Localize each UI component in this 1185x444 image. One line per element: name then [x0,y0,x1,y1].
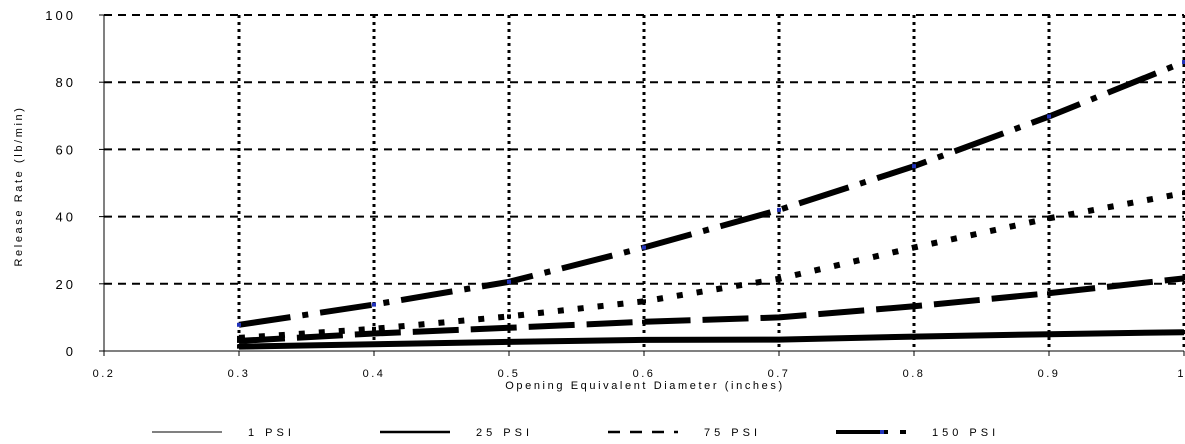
data-point [507,325,511,330]
x-tick-label: 0.7 [768,368,791,380]
data-point [912,245,916,250]
tick-labels: 0 20 40 60 80 100 0.2 0.3 0.4 0.5 0.6 0.7 0.8 0.9 1 [45,8,1185,380]
y-tick-label: 80 [56,75,76,90]
data-point [1182,60,1185,65]
data-point [912,334,916,339]
y-axis-title: Release Rate (lb/min) [13,106,25,267]
x-tick-label: 0.2 [93,368,116,380]
data-point [777,276,781,281]
data-point [372,342,376,347]
data-point [1047,332,1051,337]
y-tick-label: 40 [56,210,76,225]
axes [99,14,1185,356]
y-tick-label: 20 [56,277,76,292]
x-tick-label: 0.9 [1038,368,1061,380]
data-point [1182,330,1185,335]
data-point [642,245,646,250]
data-point [1047,216,1051,221]
data-point [507,314,511,319]
series-line-75-psi [238,190,1185,341]
data-point [1047,114,1051,119]
data-point [237,344,241,349]
data-point [372,331,376,336]
data-point [372,302,376,307]
legend-label: 25 PSI [476,427,533,439]
legend-label: 1 PSI [248,427,295,439]
x-tick-label: 0.3 [228,368,251,380]
x-tick-label: 0.6 [633,368,656,380]
series-lines [237,59,1185,350]
legend: 1 PSI 25 PSI 75 PSI 150 PSI [152,427,999,439]
data-point [507,279,511,284]
legend-marker [880,430,884,434]
x-tick-label: 0.4 [363,368,386,380]
x-tick-label: 1 [1177,368,1185,380]
series-line-25-psi [238,275,1185,344]
data-point [777,207,781,212]
x-tick-label: 0.8 [903,368,926,380]
x-axis-title: Opening Equivalent Diameter (inches) [505,380,784,392]
y-tick-label: 60 [56,142,76,157]
data-point [777,315,781,320]
x-tick-label: 0.5 [498,368,521,380]
data-point [237,335,241,340]
data-point [1047,291,1051,296]
data-point [642,337,646,342]
data-point [372,326,376,331]
data-point [777,337,781,342]
y-tick-label: 0 [66,344,76,359]
data-point [507,339,511,344]
data-point [642,319,646,324]
y-tick-label: 100 [45,8,76,23]
data-point [1182,276,1185,281]
data-point [237,338,241,343]
legend-label: 150 PSI [932,427,999,439]
legend-label: 75 PSI [704,427,761,439]
data-point [237,322,241,327]
data-point [642,299,646,304]
data-point [1182,191,1185,196]
data-point [912,304,916,309]
data-point [912,164,916,169]
series-line-1-psi [238,329,1185,350]
series-line-150-psi [238,59,1185,328]
